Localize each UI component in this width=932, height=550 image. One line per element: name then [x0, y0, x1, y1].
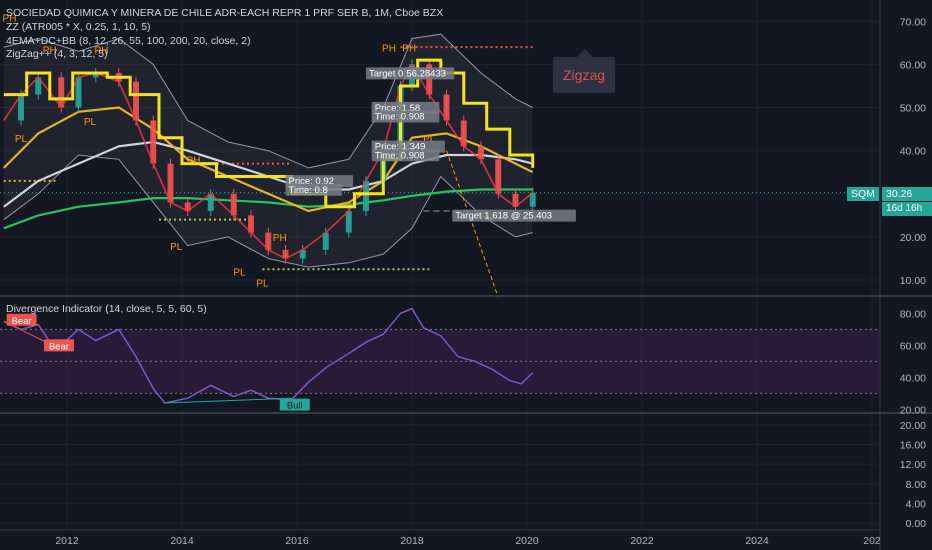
pivot-label-ph: PH: [382, 43, 396, 54]
time-tick-label: 2020: [515, 535, 539, 547]
fib-annotation-text: 56.28433: [406, 68, 446, 79]
time-tick-label: 202: [863, 535, 881, 547]
fib-annotation-box: [371, 110, 440, 123]
price-axis-background[interactable]: [880, 0, 932, 550]
indicator-legend-zz[interactable]: ZZ (ATR005 * X, 0.25, 1, 10, 5): [6, 21, 151, 33]
fib-annotation-box: [285, 183, 342, 196]
last-price-tag: 30.26: [882, 187, 932, 201]
empty-pane-tick-label: 16.00: [900, 439, 926, 451]
empty-pane-tick-label: 0.00: [906, 518, 927, 530]
empty-pane-tick-label: 12.00: [900, 459, 926, 471]
bear-signal-box: [44, 339, 74, 352]
pivot-label-ph: PH: [187, 156, 201, 167]
fib-annotation-text: Price: 1.58: [375, 103, 420, 114]
bear-signal-label: Bear: [49, 341, 69, 352]
empty-pane-tick-label: 20.00: [900, 420, 926, 432]
fib-annotation-text: Time: 0.908: [375, 111, 425, 122]
bull-signal-box: [279, 398, 310, 411]
bar-countdown-tag: 16d 16h: [882, 202, 932, 216]
divergence-signals: Bear Bear Bull: [6, 313, 310, 412]
bollinger-lower-line: [3, 154, 533, 268]
fib-annotation-text: Time: 0.908: [375, 150, 425, 161]
pivot-label-ph: PH: [273, 233, 287, 244]
fib-annotation-box: [452, 209, 576, 222]
fib-annotation-text: Price: 0.92: [289, 176, 334, 187]
time-tick-label: 2022: [630, 535, 654, 547]
pivot-label-ph: PH: [402, 43, 416, 54]
ema-green-line: [3, 188, 533, 230]
oscillator-tick-label: 20.00: [900, 404, 926, 416]
pivot-label-ph: PH: [43, 46, 57, 57]
fib-annotation-text: Time: 0.8: [289, 185, 328, 196]
pivot-label-pl: PL: [84, 117, 97, 128]
oscillator-tick-label: 60.00: [900, 340, 926, 352]
time-tick-label: 2014: [170, 535, 194, 547]
price-tick-label: 20.00: [900, 232, 926, 244]
symbol-title[interactable]: SOCIEDAD QUIMICA Y MINERA DE CHILE ADR-E…: [6, 7, 444, 19]
price-tick-label: 60.00: [900, 59, 926, 71]
fib-annotation-text: Target 1.618 @ 25.403: [455, 211, 552, 222]
time-tick-label: 2012: [55, 535, 79, 547]
empty-pane-axis: 0.00 4.00 8.00 12.00 16.00 20.00: [0, 420, 926, 530]
time-tick-label: 2024: [745, 535, 769, 547]
oscillator-tick-label: 80.00: [900, 308, 926, 320]
pivot-label-pl: PL: [233, 268, 246, 279]
fib-annotation-text: Price: 1.349: [375, 142, 426, 153]
fib-annotation-box: [403, 67, 455, 80]
price-tick-label: 50.00: [900, 103, 926, 115]
oscillator-tick-label: 40.00: [900, 372, 926, 384]
bear-signal-box: [6, 313, 37, 326]
projection-line: [446, 150, 499, 298]
price-tick-label: 40.00: [900, 146, 926, 158]
bull-divergence-line: [164, 397, 292, 404]
empty-pane-tick-label: 8.00: [906, 479, 927, 491]
bollinger-upper-line: [3, 33, 533, 169]
rsi-band: [0, 328, 880, 394]
pivot-label-ph: PH: [95, 46, 109, 57]
fib-annotation-box: [371, 149, 440, 162]
time-tick-label: 2018: [400, 535, 424, 547]
price-tick-label: 70.00: [900, 16, 926, 28]
pivot-label-pl: PL: [170, 242, 183, 253]
time-axis: 2012 2014 2016 2018 2020 2022 2024 202: [55, 535, 881, 547]
time-tick-label: 2016: [285, 535, 309, 547]
zigzag-callout[interactable]: Zigzag: [553, 49, 616, 93]
pivot-label-pl: PL: [256, 279, 269, 290]
pivot-label-pl: PL: [15, 134, 28, 145]
pivot-label-pl: PL: [423, 134, 436, 145]
pivot-labels: PHPHPHPLPLPHPLPLPLPHPHPHPLPL: [3, 13, 494, 289]
indicator-legend-divergence[interactable]: Divergence Indicator (14, close, 5, 5, 6…: [6, 303, 207, 315]
indicator-legend-zigzag[interactable]: ZigZag++ (4, 3, 12, 5): [6, 48, 108, 60]
bear-signal-label: Bear: [12, 316, 32, 327]
indicator-legend-4ema[interactable]: 4EMA+DC+BB (8, 12, 26, 55, 100, 200, 20,…: [6, 35, 251, 47]
oscillator-axis: 20.00 40.00 60.00 80.00: [900, 308, 926, 416]
bull-signal-label: Bull: [287, 401, 303, 412]
pivot-label-ph: PH: [3, 13, 17, 24]
symbol-price-tag: SQM: [847, 187, 879, 201]
empty-pane-tick-label: 4.00: [906, 498, 927, 510]
symbol-ticker: SQM: [851, 188, 875, 200]
price-tick-label: 10.00: [900, 275, 926, 287]
fib-annotation-text: Target 0.6: [369, 68, 411, 79]
